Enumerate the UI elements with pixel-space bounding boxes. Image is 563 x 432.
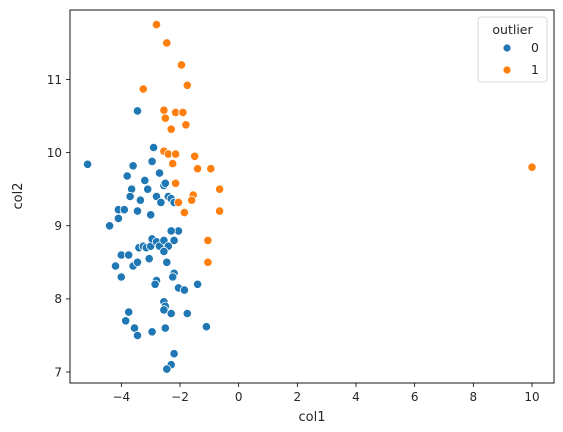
x-tick-label-3: 2 [294, 390, 302, 404]
point-1-4 [138, 84, 148, 94]
point-0-45 [162, 257, 172, 267]
point-1-2 [176, 60, 187, 70]
point-0-16 [147, 156, 157, 166]
point-1-1 [162, 38, 172, 48]
y-tick-label-0: 7 [54, 365, 62, 379]
point-0-62 [182, 308, 192, 319]
x-tick-label-5: 6 [411, 390, 419, 404]
point-1-0 [151, 20, 162, 30]
point-0-60 [159, 305, 169, 315]
y-tick-label-3: 10 [47, 146, 62, 160]
x-tick-label-2: 0 [235, 390, 243, 404]
point-0-57 [147, 327, 157, 337]
point-0-13 [143, 184, 153, 194]
point-1-15 [190, 151, 200, 161]
point-0-53 [124, 307, 134, 317]
x-tick-label-0: −4 [112, 390, 130, 404]
point-0-9 [125, 191, 135, 202]
point-0-27 [116, 272, 126, 282]
point-1-8 [178, 107, 188, 118]
points-layer [83, 20, 537, 374]
point-0-65 [169, 349, 179, 359]
point-1-18 [171, 178, 181, 188]
point-0-21 [160, 178, 170, 188]
x-tick-label-4: 4 [352, 390, 360, 404]
point-0-67 [162, 364, 172, 374]
point-0-12 [140, 175, 150, 185]
point-1-24 [215, 206, 225, 216]
point-0-47 [168, 272, 178, 282]
point-0-1 [132, 106, 143, 116]
x-axis: −4 −2 0 2 4 6 8 10 [112, 383, 540, 404]
point-1-14 [168, 159, 178, 169]
point-1-17 [206, 164, 216, 174]
point-1-20 [187, 195, 197, 205]
y-tick-label-2: 9 [54, 219, 62, 233]
y-axis-label: col2 [11, 183, 26, 210]
legend-label-1: 1 [531, 62, 539, 77]
point-1-23 [179, 208, 189, 218]
point-1-25 [203, 235, 213, 245]
point-0-63 [160, 323, 170, 333]
point-0-44 [144, 254, 154, 264]
point-0-0 [83, 159, 93, 169]
point-1-3 [182, 80, 192, 90]
point-0-5 [119, 205, 129, 215]
point-0-51 [179, 285, 189, 295]
point-0-10 [132, 206, 143, 216]
y-tick-label-4: 11 [47, 73, 62, 87]
x-tick-label-7: 10 [524, 390, 539, 404]
point-1-16 [193, 164, 203, 174]
point-0-54 [121, 316, 131, 326]
point-0-11 [135, 195, 145, 205]
point-1-13 [171, 149, 181, 159]
point-0-61 [166, 308, 176, 319]
point-1-6 [160, 113, 170, 123]
point-0-39 [159, 246, 169, 256]
point-1-22 [215, 184, 225, 194]
legend-label-0: 0 [531, 40, 539, 55]
point-0-20 [156, 197, 166, 207]
y-tick-label-1: 8 [54, 292, 62, 306]
legend-marker-1 [502, 65, 512, 75]
point-0-4 [113, 213, 124, 223]
point-1-26 [203, 257, 213, 267]
point-1-21 [173, 197, 184, 207]
point-0-49 [150, 279, 160, 289]
point-1-5 [159, 105, 169, 115]
point-0-56 [132, 330, 143, 341]
point-0-14 [146, 210, 156, 220]
point-1-10 [166, 124, 176, 134]
point-0-40 [169, 235, 179, 245]
point-1-9 [181, 120, 191, 130]
legend-title: outlier [492, 22, 533, 37]
x-tick-label-1: −2 [171, 390, 189, 404]
point-0-6 [122, 171, 132, 181]
point-0-52 [193, 279, 203, 289]
legend-box [477, 16, 548, 83]
plot-frame [69, 9, 555, 384]
x-axis-label: col1 [299, 410, 326, 425]
legend-marker-0 [502, 43, 512, 53]
point-0-2 [105, 221, 115, 231]
point-0-64 [201, 322, 211, 332]
point-0-25 [110, 261, 121, 271]
point-1-27 [527, 162, 537, 172]
y-axis: 7 8 9 10 11 [47, 73, 70, 379]
point-0-7 [128, 161, 138, 171]
point-0-15 [149, 142, 159, 153]
legend: outlier 0 1 [477, 16, 548, 83]
point-0-42 [166, 226, 176, 236]
point-0-28 [124, 250, 134, 260]
point-0-17 [154, 168, 165, 178]
point-0-43 [132, 257, 143, 267]
x-tick-label-6: 8 [470, 390, 478, 404]
